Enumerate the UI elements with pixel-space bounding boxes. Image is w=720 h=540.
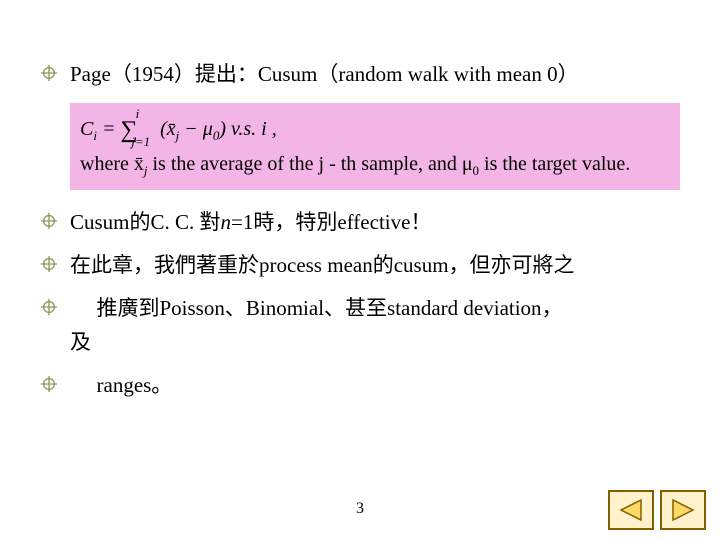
target-icon <box>40 375 58 393</box>
l4-and: 及 <box>70 328 91 357</box>
next-button[interactable] <box>660 490 706 530</box>
line-3-text: 在此章，我們著重於process mean的cusum，但亦可將之 <box>70 251 575 280</box>
line-1-text: Page（1954）提出：Cusum（random walk with mean… <box>70 60 579 89</box>
triangle-left-icon <box>617 498 645 522</box>
formula-C: C <box>80 118 93 140</box>
target-icon <box>40 64 58 82</box>
nav-buttons <box>608 490 706 530</box>
bullet-line-3: 在此章，我們著重於process mean的cusum，但亦可將之 <box>40 251 680 280</box>
target-icon <box>40 255 58 273</box>
bullet-line-2: Cusum的C. C. 對n=1時，特別effective！ <box>40 208 680 237</box>
paren-l: ( <box>160 118 167 140</box>
l4-main: 推廣到Poisson、Binomial、甚至standard deviation… <box>86 296 563 320</box>
sum-top: i <box>136 106 140 121</box>
minus-mu: − μ <box>179 118 213 140</box>
formula-row-1: Ci = ∑ij=1(x̄j − μ0) v.s. i , <box>80 109 670 147</box>
row2-mid: is the average of the j - th sample, and… <box>147 153 472 175</box>
bullet-line-5: ranges。 <box>40 371 680 400</box>
line-5-text: ranges。 <box>86 371 172 400</box>
xbar: x̄ <box>167 118 176 140</box>
formula-eq: = <box>97 118 121 140</box>
line-4-text: 推廣到Poisson、Binomial、甚至standard deviation… <box>70 294 563 323</box>
formula-row-2: where x̄j is the average of the j - th s… <box>80 148 670 182</box>
paren-r: ) <box>219 118 231 140</box>
formula-box: Ci = ∑ij=1(x̄j − μ0) v.s. i , where x̄j … <box>70 103 680 189</box>
prev-button[interactable] <box>608 490 654 530</box>
triangle-right-icon <box>669 498 697 522</box>
line-2-text: Cusum的C. C. 對n=1時，特別effective！ <box>70 208 431 237</box>
target-icon <box>40 212 58 230</box>
row2-end: is the target value. <box>479 153 630 175</box>
vs-text: v.s. i , <box>231 118 277 140</box>
line-4-and-row: 及 <box>70 328 680 357</box>
l2-n: n <box>221 210 232 234</box>
slide-content: Page（1954）提出：Cusum（random walk with mean… <box>0 0 720 401</box>
target-icon <box>40 298 58 316</box>
where-text: where x̄ <box>80 153 144 175</box>
l2-a: Cusum的C. C. 對 <box>70 210 221 234</box>
bullet-line-1: Page（1954）提出：Cusum（random walk with mean… <box>40 60 680 89</box>
l2-rest: =1時，特別effective！ <box>231 210 431 234</box>
bullet-line-4: 推廣到Poisson、Binomial、甚至standard deviation… <box>40 294 680 323</box>
sum-bottom: j=1 <box>131 134 150 149</box>
